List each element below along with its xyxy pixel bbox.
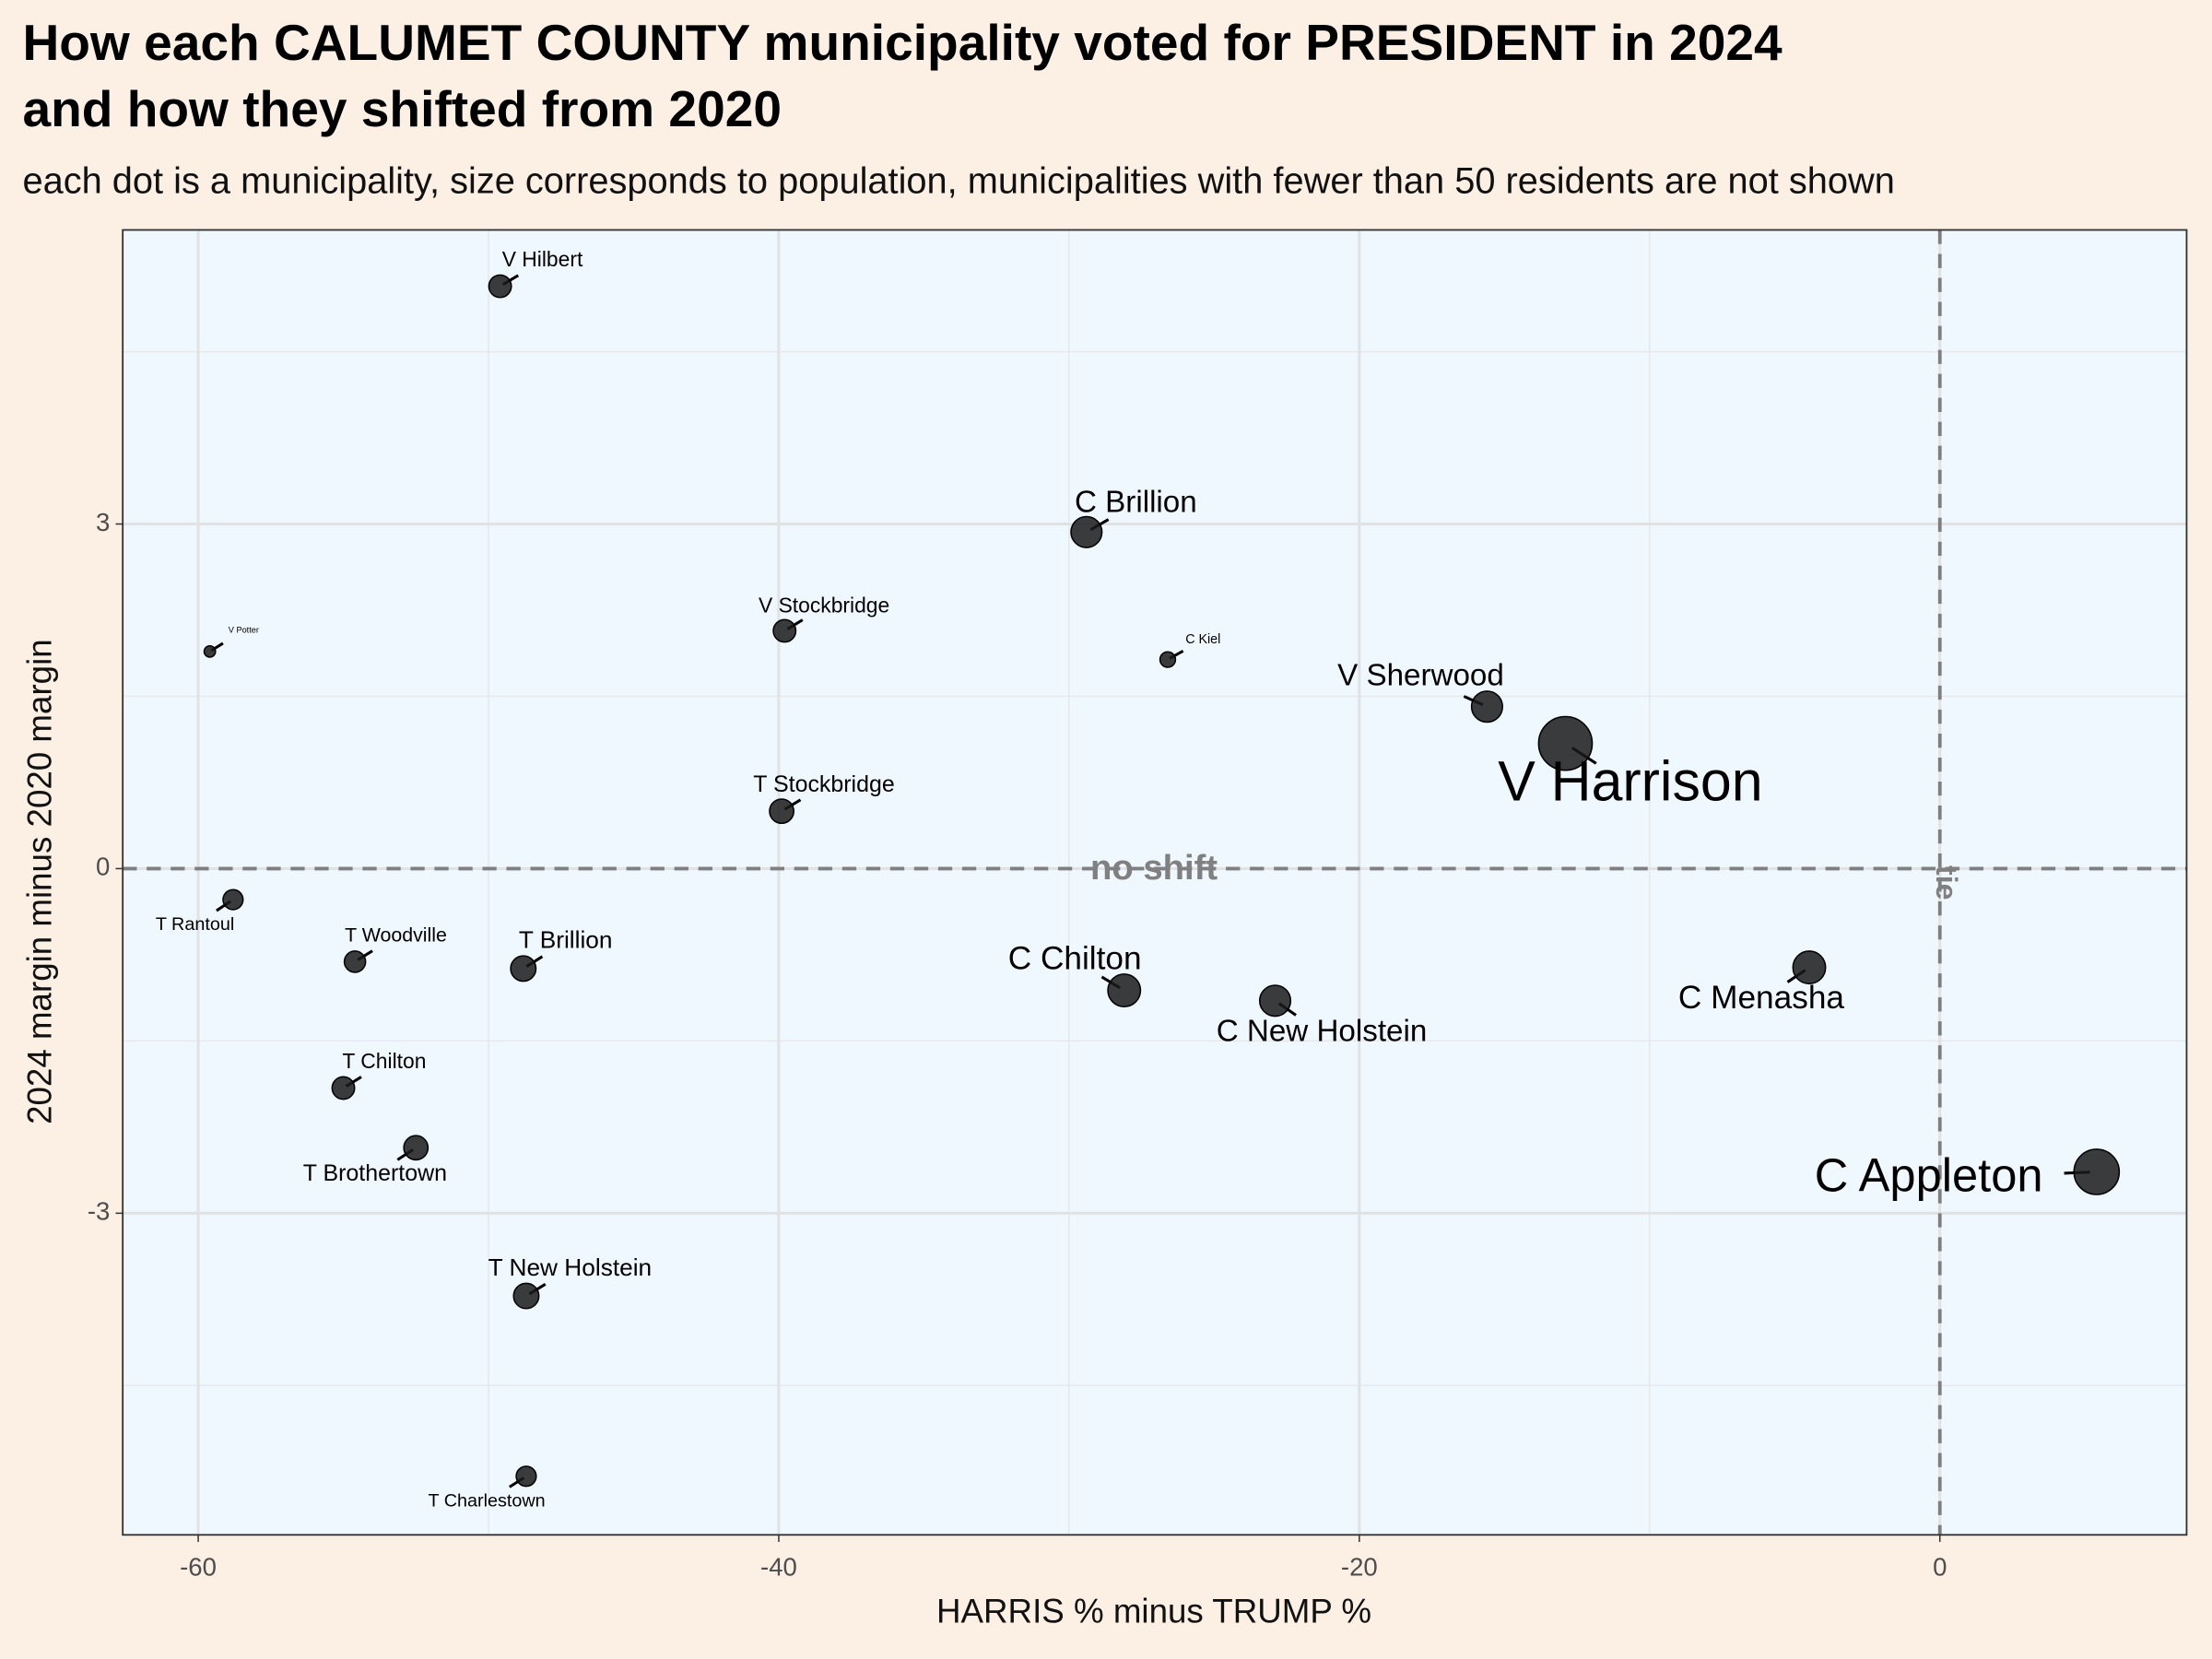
point-label: T Charlestown (428, 1491, 545, 1512)
x-tick-label: -60 (180, 1552, 217, 1581)
x-tick-label: -20 (1341, 1552, 1378, 1581)
point-label: T Brillion (519, 926, 613, 954)
point (1537, 715, 1594, 771)
point-label: V Harrison (1498, 750, 1762, 813)
chart-title: How each CALUMET COUNTY municipality vot… (22, 14, 1783, 71)
point-label: T Brothertown (303, 1160, 447, 1186)
annotation: tie (1930, 865, 1963, 900)
annotation: no shift (1090, 848, 1218, 888)
plot-panel (123, 229, 2187, 1535)
point-label: V Stockbridge (759, 593, 889, 617)
point (512, 1282, 540, 1310)
point-label: T Rantoul (156, 914, 234, 935)
point (1792, 950, 1827, 985)
x-tick-label: -40 (760, 1552, 797, 1581)
point (222, 888, 244, 911)
plot-border (122, 229, 2188, 1536)
point (1070, 515, 1103, 548)
point-label: C New Holstein (1217, 1015, 1428, 1049)
point-label: C Kiel (1185, 632, 1220, 647)
point-label: V Sherwood (1337, 658, 1504, 692)
point-label: C Appleton (1815, 1148, 2043, 1201)
point-label: C Chilton (1008, 941, 1142, 977)
point (769, 798, 794, 825)
x-tick-label: 0 (1933, 1552, 1947, 1581)
point-label: V Hilbert (502, 247, 583, 271)
point (772, 618, 797, 643)
y-tick-label: 3 (96, 508, 110, 536)
point (1258, 984, 1292, 1018)
point-label: C Brillion (1075, 485, 1197, 519)
point (1470, 690, 1503, 724)
point-label: T Woodville (345, 924, 447, 946)
point (488, 274, 512, 299)
point-label: V Potter (229, 625, 259, 634)
point (510, 955, 537, 982)
point-label: T Stockbridge (753, 771, 894, 797)
point (515, 1465, 537, 1488)
point (343, 950, 367, 973)
point-label: T New Holstein (488, 1253, 653, 1281)
y-tick-label: 0 (96, 853, 110, 881)
point (403, 1135, 429, 1161)
point-label: C Menasha (1678, 980, 1845, 1016)
x-axis-title: HARRIS % minus TRUMP % (936, 1593, 1371, 1630)
point (2073, 1148, 2121, 1195)
point (1107, 973, 1142, 1008)
point (203, 644, 217, 658)
y-axis-title: 2024 margin minus 2020 margin (21, 639, 59, 1124)
point (1159, 651, 1177, 668)
chart-title: and how they shifted from 2020 (22, 80, 782, 137)
point (331, 1076, 356, 1100)
y-tick-label: -3 (88, 1197, 111, 1226)
chart-subtitle: each dot is a municipality, size corresp… (22, 160, 1894, 201)
point-label: T Chilton (342, 1049, 426, 1073)
